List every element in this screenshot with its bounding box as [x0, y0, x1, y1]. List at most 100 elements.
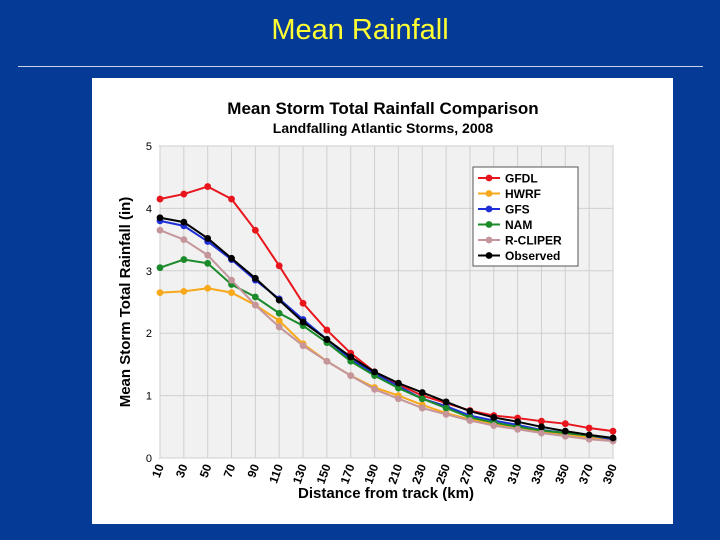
data-point [228, 289, 235, 297]
x-tick-label: 30 [173, 462, 191, 480]
legend-item: Observed [478, 249, 560, 263]
data-point [156, 289, 164, 297]
data-point [180, 218, 188, 226]
x-tick-label: 70 [221, 462, 239, 480]
data-point [251, 226, 259, 234]
data-point [180, 190, 188, 198]
slide-title: Mean Rainfall [271, 14, 449, 46]
data-point [323, 336, 331, 343]
data-point [538, 417, 545, 425]
x-tick-label: 390 [600, 462, 620, 486]
x-tick-label: 290 [481, 462, 501, 486]
data-point [228, 276, 235, 284]
data-point [466, 407, 474, 415]
data-point [228, 195, 235, 203]
data-point [442, 410, 450, 418]
legend-label: NAM [505, 218, 532, 232]
legend-label: R-CLIPER [505, 234, 562, 248]
data-point [395, 379, 402, 387]
data-point [418, 404, 426, 412]
data-point [204, 259, 212, 267]
data-point [490, 422, 498, 429]
legend-box [472, 166, 579, 267]
data-point [347, 353, 355, 361]
data-point [275, 296, 283, 304]
data-point [323, 357, 331, 365]
data-point [490, 414, 498, 421]
data-point [442, 404, 450, 412]
x-axis-label: Distance from track (km) [298, 485, 474, 502]
data-point [180, 287, 188, 295]
data-point [156, 264, 164, 272]
data-point [371, 385, 378, 393]
series-line [159, 229, 614, 443]
data-point [585, 431, 593, 439]
legend-swatch-marker [485, 252, 493, 259]
data-point [204, 251, 212, 259]
data-point [251, 293, 259, 301]
x-tick-label: 170 [338, 462, 358, 486]
x-tick-label: 270 [457, 462, 477, 486]
data-point [156, 226, 164, 234]
x-tick-label: 210 [385, 462, 405, 486]
data-point [251, 274, 259, 282]
chart-figure: Mean Storm Total Rainfall Comparison Lan… [92, 78, 673, 524]
chart-subtitle: Landfalling Atlantic Storms, 2008 [273, 120, 494, 136]
data-point [561, 427, 569, 435]
data-point [466, 417, 474, 424]
data-point [514, 418, 522, 426]
legend-swatch-marker [485, 190, 493, 197]
data-point [538, 423, 545, 431]
legend-item: HWRF [478, 187, 541, 201]
data-point [204, 183, 212, 190]
data-point [275, 323, 283, 331]
data-point [395, 395, 402, 403]
data-point [180, 236, 188, 244]
data-point [251, 301, 259, 309]
legend-swatch-marker [485, 205, 493, 213]
series-observed [156, 214, 617, 442]
legend-swatch-marker [485, 174, 493, 182]
legend-item: GFDL [478, 172, 538, 186]
y-tick-label: 5 [146, 141, 152, 153]
data-point [323, 326, 331, 334]
y-tick-label: 1 [146, 391, 152, 403]
data-point [609, 427, 617, 435]
data-point [561, 432, 569, 440]
data-point [585, 424, 593, 432]
data-point [275, 317, 283, 325]
data-point [204, 234, 212, 242]
legend-item: R-CLIPER [478, 234, 562, 248]
axes: 0 1 2 3 4 5 10 30 50 70 90 110 130 150 170 190 210 230 250… [146, 141, 620, 486]
legend-label: Observed [505, 249, 560, 263]
x-tick-label: 130 [290, 462, 310, 486]
y-tick-label: 2 [146, 328, 152, 340]
data-point [299, 318, 307, 326]
x-tick-label: 310 [504, 462, 524, 486]
data-point [418, 395, 426, 403]
legend-label: GFS [505, 203, 530, 217]
series-r-cliper [156, 226, 617, 445]
data-point [609, 434, 617, 442]
series-group [156, 183, 617, 445]
x-tick-label: 370 [576, 462, 596, 486]
data-point [156, 214, 164, 222]
data-point [538, 429, 545, 437]
y-tick-label: 0 [146, 453, 152, 465]
data-point [275, 262, 283, 270]
x-tick-label: 150 [314, 462, 334, 486]
x-tick-label: 50 [197, 462, 215, 480]
data-point [299, 299, 307, 307]
data-point [156, 195, 164, 203]
data-point [347, 372, 355, 380]
legend-item: NAM [478, 218, 532, 232]
data-point [395, 384, 402, 392]
legend-swatch-marker [485, 236, 493, 244]
legend-swatch-marker [485, 221, 493, 228]
data-point [514, 425, 522, 433]
legend-item: GFS [478, 203, 530, 217]
x-tick-label: 110 [266, 462, 286, 485]
data-point [275, 309, 283, 317]
x-tick-label: 330 [528, 462, 548, 486]
legend-label: GFDL [505, 172, 538, 186]
